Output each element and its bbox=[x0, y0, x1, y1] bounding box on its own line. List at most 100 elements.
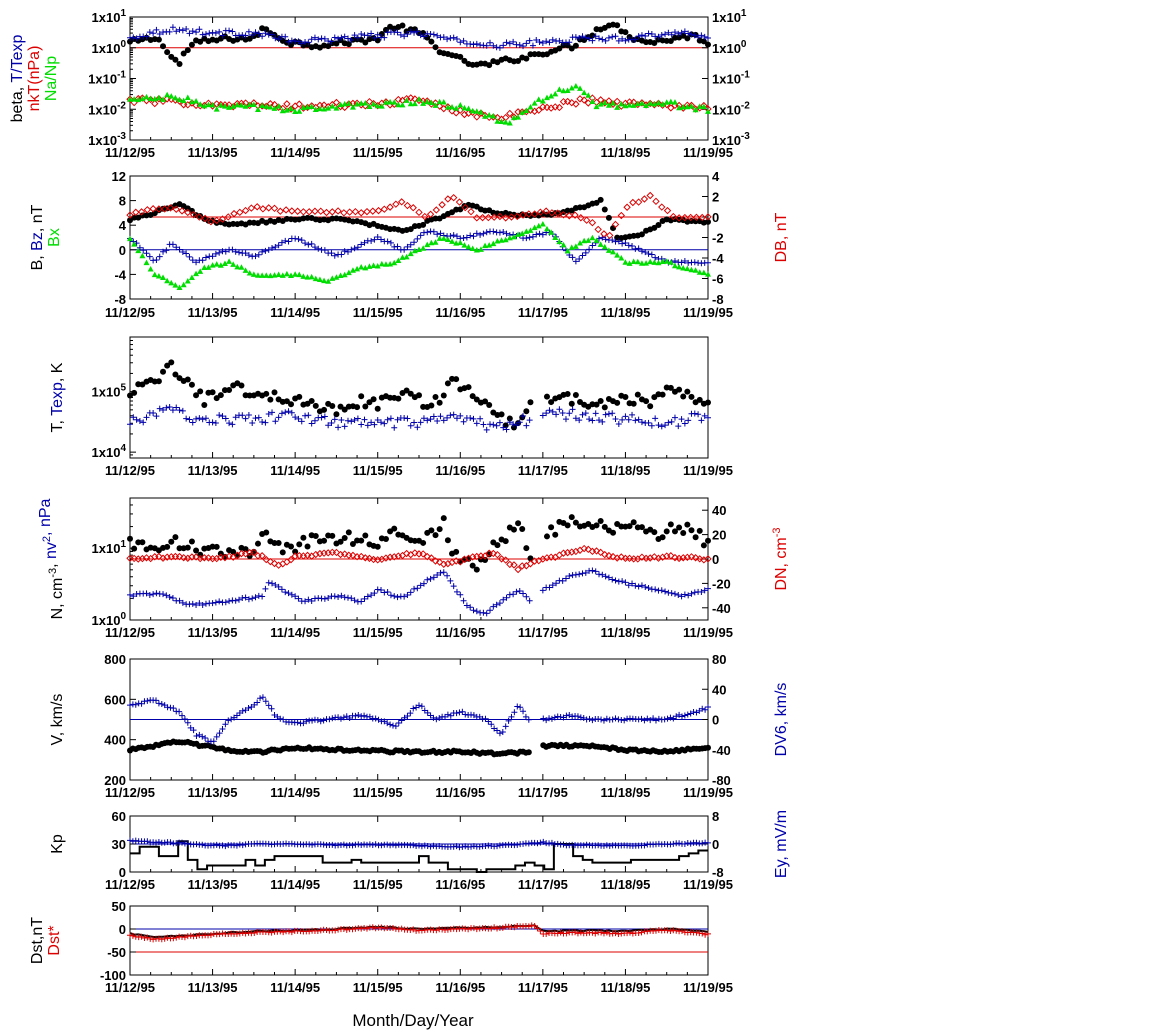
data-point bbox=[597, 517, 604, 524]
data-point bbox=[440, 99, 447, 105]
data-point bbox=[246, 101, 253, 107]
data-point bbox=[252, 253, 259, 260]
data-point bbox=[688, 266, 695, 273]
data-point bbox=[582, 569, 589, 576]
data-point bbox=[645, 30, 652, 37]
data-point bbox=[611, 220, 620, 229]
data-point bbox=[197, 38, 204, 45]
data-point bbox=[635, 716, 642, 723]
data-point bbox=[262, 419, 269, 426]
data-point bbox=[424, 709, 431, 716]
data-point bbox=[326, 716, 333, 723]
data-point bbox=[210, 738, 217, 745]
data-point bbox=[647, 403, 654, 410]
data-point bbox=[582, 410, 589, 417]
data-point bbox=[193, 932, 200, 939]
y-right-tick-label: 4 bbox=[712, 169, 720, 184]
data-point bbox=[459, 708, 466, 715]
data-point bbox=[254, 272, 261, 278]
data-point bbox=[684, 35, 691, 42]
data-point bbox=[166, 28, 173, 35]
x-tick-label: 11/14/95 bbox=[270, 145, 320, 160]
data-point bbox=[352, 712, 359, 719]
data-point bbox=[546, 407, 553, 414]
data-point bbox=[361, 416, 368, 423]
data-point bbox=[699, 840, 706, 847]
panel-temperature: 11/12/95 11/13/95 11/14/95 11/15/95 11/16/95… bbox=[49, 336, 733, 478]
data-point bbox=[436, 98, 443, 105]
data-point bbox=[487, 607, 494, 614]
data-point bbox=[225, 717, 232, 724]
data-point bbox=[331, 252, 338, 259]
data-point bbox=[317, 718, 324, 725]
data-point bbox=[680, 530, 687, 537]
data-point bbox=[700, 542, 707, 549]
data-point bbox=[601, 243, 608, 250]
data-point bbox=[138, 933, 145, 940]
data-point bbox=[580, 544, 588, 553]
data-point bbox=[486, 242, 493, 248]
data-point bbox=[181, 716, 188, 723]
data-point bbox=[387, 239, 394, 246]
data-point bbox=[201, 401, 208, 408]
data-point bbox=[358, 31, 365, 38]
data-point bbox=[437, 569, 444, 576]
data-point bbox=[398, 925, 405, 932]
data-point bbox=[205, 101, 212, 108]
data-point bbox=[609, 410, 616, 417]
data-point bbox=[625, 416, 632, 423]
data-point bbox=[503, 230, 510, 237]
data-point bbox=[598, 716, 605, 723]
data-point bbox=[374, 543, 381, 550]
data-point bbox=[626, 102, 633, 108]
data-point bbox=[473, 396, 480, 403]
data-point bbox=[642, 583, 649, 590]
data-point bbox=[294, 719, 301, 726]
data-point bbox=[335, 35, 342, 42]
data-point bbox=[180, 281, 187, 288]
data-point bbox=[444, 537, 451, 544]
data-point bbox=[586, 715, 593, 722]
data-point bbox=[395, 720, 402, 727]
data-point bbox=[684, 265, 691, 272]
data-point bbox=[468, 843, 475, 850]
data-point bbox=[348, 418, 355, 425]
data-point bbox=[678, 416, 685, 423]
data-point bbox=[642, 32, 649, 39]
data-point bbox=[285, 928, 292, 935]
data-point bbox=[487, 421, 494, 428]
data-point bbox=[432, 239, 439, 245]
data-point bbox=[430, 228, 437, 235]
data-point bbox=[232, 414, 239, 421]
data-point bbox=[460, 418, 467, 425]
data-point bbox=[168, 279, 175, 286]
data-point bbox=[473, 246, 480, 253]
data-point bbox=[166, 593, 173, 600]
data-point bbox=[300, 273, 307, 279]
data-point bbox=[371, 34, 378, 41]
data-point bbox=[465, 384, 472, 391]
data-point bbox=[277, 928, 284, 935]
data-point bbox=[470, 843, 477, 850]
x-tick-label: 11/16/95 bbox=[435, 625, 485, 640]
data-point bbox=[407, 926, 414, 933]
data-point bbox=[387, 98, 394, 105]
data-point bbox=[184, 94, 191, 100]
data-point bbox=[559, 409, 566, 416]
data-point bbox=[548, 399, 555, 406]
y-axis-label: V, km/s bbox=[49, 694, 66, 746]
data-point bbox=[374, 31, 381, 38]
data-point bbox=[232, 248, 239, 255]
y-tick-label: 8 bbox=[119, 194, 126, 209]
data-point bbox=[173, 404, 180, 411]
data-point bbox=[252, 29, 259, 36]
data-point bbox=[500, 424, 507, 431]
data-point bbox=[239, 595, 246, 602]
data-point bbox=[142, 554, 151, 562]
data-point bbox=[345, 269, 352, 276]
data-point bbox=[610, 248, 617, 255]
data-point bbox=[449, 238, 456, 244]
data-point bbox=[204, 554, 213, 562]
panel-density: 11/12/95 11/13/95 11/14/95 11/15/95 11/16/95… bbox=[37, 497, 790, 640]
data-point bbox=[592, 547, 601, 555]
